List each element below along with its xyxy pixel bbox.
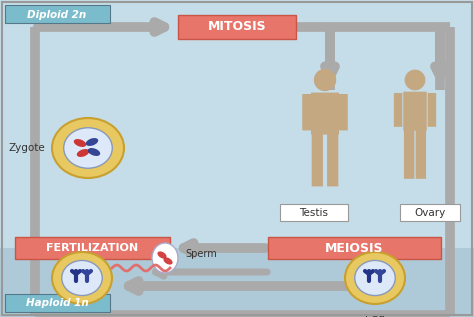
FancyBboxPatch shape <box>312 133 323 186</box>
FancyBboxPatch shape <box>5 294 110 312</box>
FancyBboxPatch shape <box>403 92 427 131</box>
Ellipse shape <box>64 128 112 168</box>
Ellipse shape <box>157 251 166 259</box>
Text: Egg: Egg <box>365 314 385 317</box>
Text: Ovary: Ovary <box>414 208 446 218</box>
FancyBboxPatch shape <box>400 204 460 221</box>
Circle shape <box>314 69 336 91</box>
FancyBboxPatch shape <box>280 204 348 221</box>
Text: Diploid 2n: Diploid 2n <box>27 10 87 20</box>
Ellipse shape <box>77 149 89 157</box>
FancyBboxPatch shape <box>302 94 311 130</box>
Ellipse shape <box>355 261 395 295</box>
FancyBboxPatch shape <box>416 129 426 179</box>
Text: Zygote: Zygote <box>8 143 45 153</box>
Bar <box>0 248 474 317</box>
Ellipse shape <box>86 138 98 146</box>
Text: Sperm: Sperm <box>185 249 217 259</box>
Ellipse shape <box>52 252 112 304</box>
FancyBboxPatch shape <box>5 5 110 23</box>
FancyBboxPatch shape <box>178 15 296 39</box>
Circle shape <box>405 70 425 90</box>
Text: Haploid 1n: Haploid 1n <box>26 298 88 308</box>
FancyBboxPatch shape <box>327 133 338 186</box>
FancyBboxPatch shape <box>338 94 348 130</box>
Ellipse shape <box>62 261 102 295</box>
FancyBboxPatch shape <box>15 237 170 259</box>
Text: Testis: Testis <box>300 208 328 218</box>
FancyBboxPatch shape <box>428 93 436 127</box>
Ellipse shape <box>52 118 124 178</box>
Ellipse shape <box>164 257 173 265</box>
Text: MITOSIS: MITOSIS <box>208 21 266 34</box>
Ellipse shape <box>152 243 178 273</box>
Ellipse shape <box>74 139 86 147</box>
Ellipse shape <box>345 252 405 304</box>
FancyBboxPatch shape <box>268 237 441 259</box>
FancyBboxPatch shape <box>404 129 414 179</box>
Ellipse shape <box>88 148 100 156</box>
Text: MEIOSIS: MEIOSIS <box>325 242 384 255</box>
FancyBboxPatch shape <box>394 93 402 127</box>
Text: FERTILIZATION: FERTILIZATION <box>46 243 138 253</box>
FancyBboxPatch shape <box>311 93 339 135</box>
